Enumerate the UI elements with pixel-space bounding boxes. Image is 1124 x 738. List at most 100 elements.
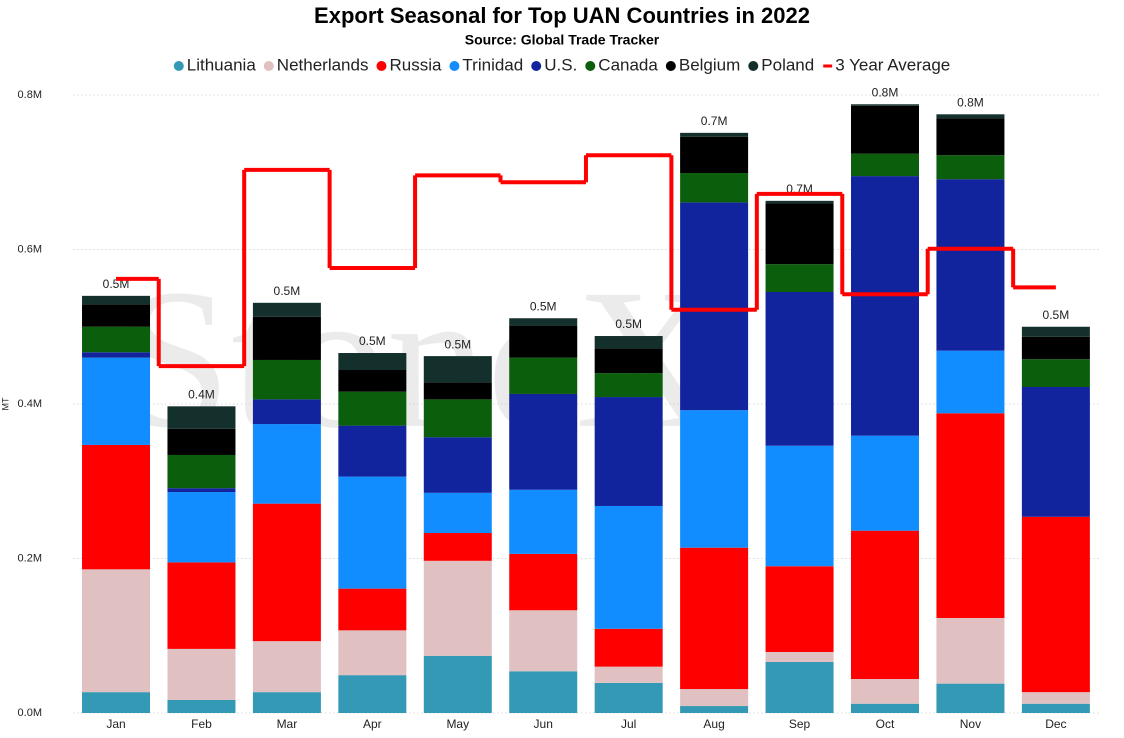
bar-segment [594, 336, 663, 349]
y-axis-label: MT [0, 397, 10, 410]
bar-segment [936, 683, 1005, 713]
total-label: 0.5M [274, 284, 301, 298]
bar-segment [167, 648, 236, 700]
bar-segment [82, 326, 151, 353]
total-label: 0.4M [188, 387, 215, 401]
total-label: 0.5M [444, 337, 471, 351]
bar-segment [1021, 336, 1090, 360]
bar-segment [850, 703, 919, 713]
bar-segment [850, 435, 919, 531]
bar-segment [167, 428, 236, 455]
total-label: 0.8M [872, 85, 899, 99]
bar-segment [594, 628, 663, 667]
bar-segment [167, 406, 236, 429]
bar-segment [765, 264, 834, 292]
bar-segment [680, 410, 749, 548]
legend-marker [531, 61, 542, 71]
bar-segment [252, 302, 321, 317]
bar-segment [765, 651, 834, 663]
bar-segment [167, 454, 236, 489]
bar-segment [252, 424, 321, 504]
bar-segment [936, 617, 1005, 684]
bar-segment [423, 399, 492, 438]
bar-segment [765, 566, 834, 652]
bar-segment [594, 666, 663, 683]
bar-segment [850, 153, 919, 177]
bar-segment [252, 641, 321, 693]
bar-segment [338, 370, 407, 392]
bar-segment [509, 610, 578, 672]
legend-marker [585, 61, 596, 71]
bar-segment [680, 132, 749, 137]
y-tick-label: 0.6M [18, 243, 42, 255]
y-tick-label: 0.0M [18, 707, 42, 719]
legend-marker [263, 61, 274, 71]
bar-segment [509, 325, 578, 358]
bar-segment [167, 562, 236, 649]
chart-title: Export Seasonal for Top UAN Countries in… [314, 3, 810, 28]
bar-segment [680, 173, 749, 203]
legend-label: Lithuania [187, 55, 257, 74]
total-label: 0.5M [359, 334, 386, 348]
legend-marker [173, 61, 184, 71]
bar-segment [765, 445, 834, 567]
legend-label: Russia [389, 55, 442, 74]
bar-segment [1021, 326, 1090, 337]
bar-segment [82, 444, 151, 570]
bar-segment [338, 588, 407, 631]
bar-segment [594, 348, 663, 374]
bar-segment [167, 488, 236, 493]
bar-segment [423, 533, 492, 561]
bar-segment [252, 316, 321, 360]
bar-segment [509, 318, 578, 326]
x-tick-label: May [446, 717, 469, 731]
legend-marker [665, 61, 676, 71]
x-tick-label: Sep [789, 717, 811, 731]
bar-segment [850, 104, 919, 106]
bar-segment [594, 682, 663, 713]
bar-segment [594, 397, 663, 506]
legend-label: Netherlands [277, 55, 369, 74]
bar-segment [509, 489, 578, 554]
chart-subtitle: Source: Global Trade Tracker [465, 32, 660, 48]
bar-segment [252, 503, 321, 642]
bar-segment [82, 304, 151, 327]
y-tick-label: 0.8M [18, 89, 42, 101]
bar-segment [82, 357, 151, 445]
legend-marker [748, 61, 759, 71]
x-tick-label: Oct [876, 717, 895, 731]
bar-segment [680, 547, 749, 690]
bar-segment [936, 350, 1005, 414]
bar-segment [765, 203, 834, 265]
bar-segment [423, 382, 492, 400]
total-label: 0.8M [957, 95, 984, 109]
bar-segment [82, 692, 151, 713]
bar-segment [167, 492, 236, 563]
bar-segment [1021, 516, 1090, 693]
bar-segment [167, 699, 236, 713]
legend-label: 3 Year Average [835, 55, 950, 74]
bar-segment [765, 291, 834, 446]
x-tick-label: Jan [106, 717, 125, 731]
total-label: 0.5M [1043, 308, 1070, 322]
bar-segment [509, 671, 578, 713]
x-tick-label: Jul [621, 717, 636, 731]
bar-segment [594, 505, 663, 629]
bar-segment [936, 413, 1005, 618]
bar-segment [338, 476, 407, 589]
bar-segment [1021, 359, 1090, 388]
bar-segment [936, 114, 1005, 119]
bar-segment [338, 353, 407, 371]
legend-marker [376, 61, 387, 71]
legend-label: Poland [761, 55, 814, 74]
bar-segment [1021, 692, 1090, 704]
bar-segment [252, 692, 321, 713]
bar-segment [936, 179, 1005, 351]
bar-segment [680, 706, 749, 713]
x-tick-label: Dec [1045, 717, 1066, 731]
bar-segment [423, 655, 492, 713]
legend-label: U.S. [544, 55, 577, 74]
bar-segment [680, 689, 749, 707]
bar-segment [1021, 703, 1090, 713]
bar-segment [765, 662, 834, 713]
